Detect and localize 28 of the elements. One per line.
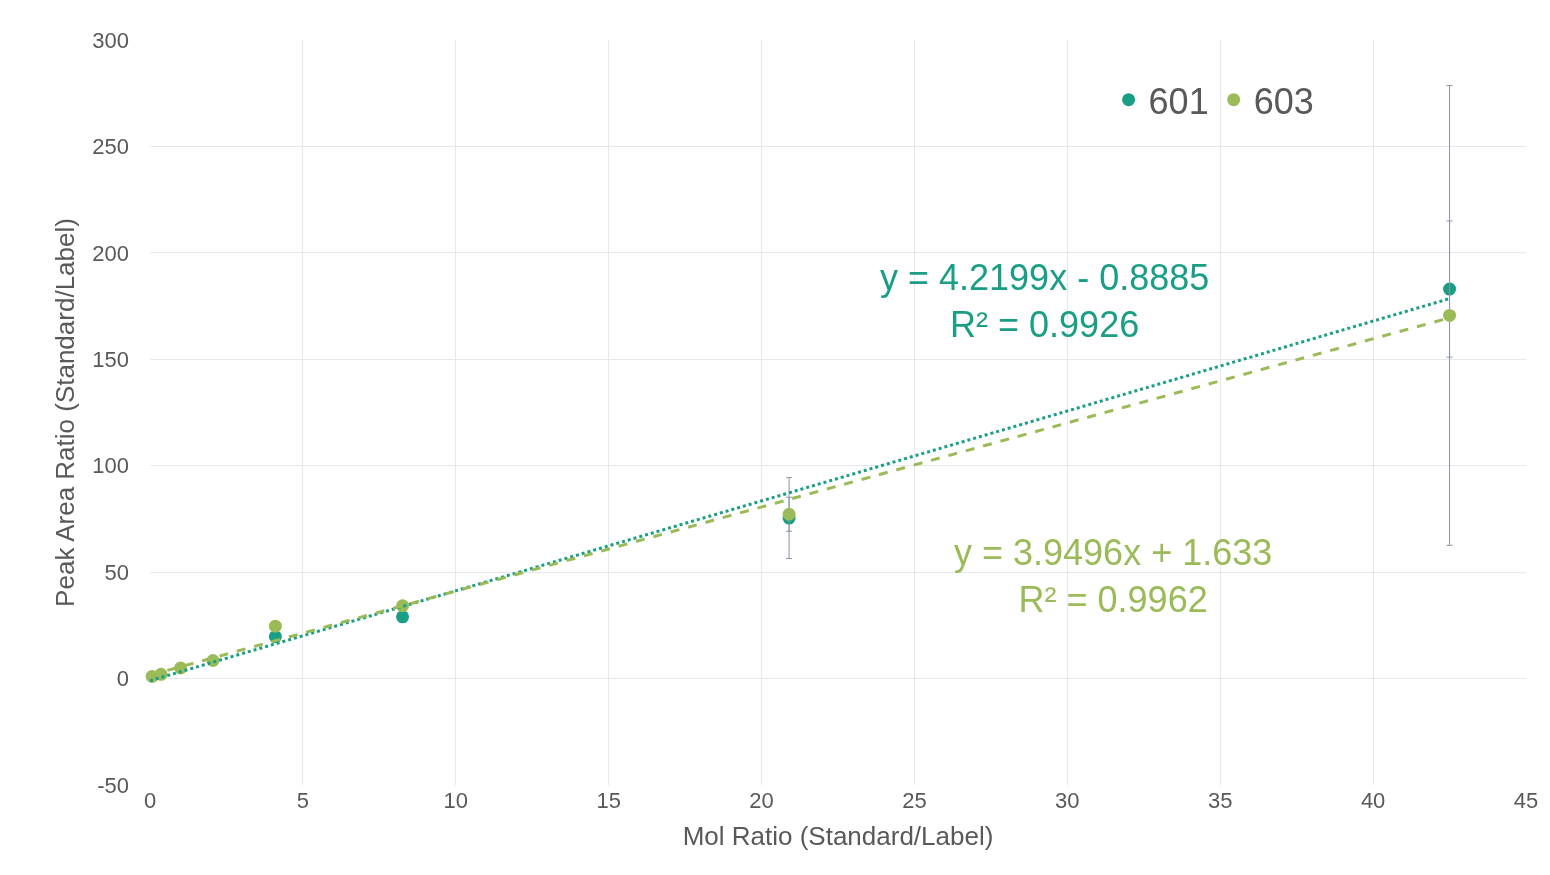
- y-tick-label: 0: [116, 666, 129, 692]
- annotation: y = 3.9496x + 1.633 R² = 0.9962: [954, 532, 1273, 620]
- annotation: y = 4.2199x - 0.8885 R² = 0.9926: [880, 257, 1210, 345]
- x-tick-label: 30: [1055, 788, 1080, 813]
- x-axis-title: Mol Ratio (Standard/Label): [682, 820, 994, 851]
- x-tick-label: 45: [1513, 788, 1539, 813]
- x-tick-label: 10: [443, 788, 469, 813]
- y-tick-label: 100: [92, 453, 129, 479]
- y-tick-label: 200: [92, 240, 129, 266]
- x-tick-label: 20: [749, 788, 774, 813]
- x-tick-label: 40: [1360, 788, 1386, 813]
- legend-label: 603: [1253, 80, 1314, 122]
- point: [396, 610, 410, 624]
- y-tick-label: 150: [92, 346, 129, 372]
- legend-label: 601: [1148, 80, 1209, 122]
- y-axis-title: Peak Area Ratio (Standard/Label): [49, 218, 80, 607]
- y-tick-label: 50: [104, 559, 129, 585]
- point: [268, 619, 282, 633]
- point: [1443, 308, 1457, 322]
- x-tick-label: 5: [296, 788, 310, 813]
- x-tick-label: 35: [1207, 788, 1233, 813]
- x-tick-label: 15: [596, 788, 621, 813]
- y-tick-label: 250: [92, 134, 129, 160]
- x-tick-label: 0: [143, 788, 157, 813]
- y-tick-label: 300: [92, 27, 129, 53]
- point: [782, 507, 796, 521]
- y-tick-label: -50: [97, 772, 129, 798]
- x-tick-label: 25: [902, 788, 927, 813]
